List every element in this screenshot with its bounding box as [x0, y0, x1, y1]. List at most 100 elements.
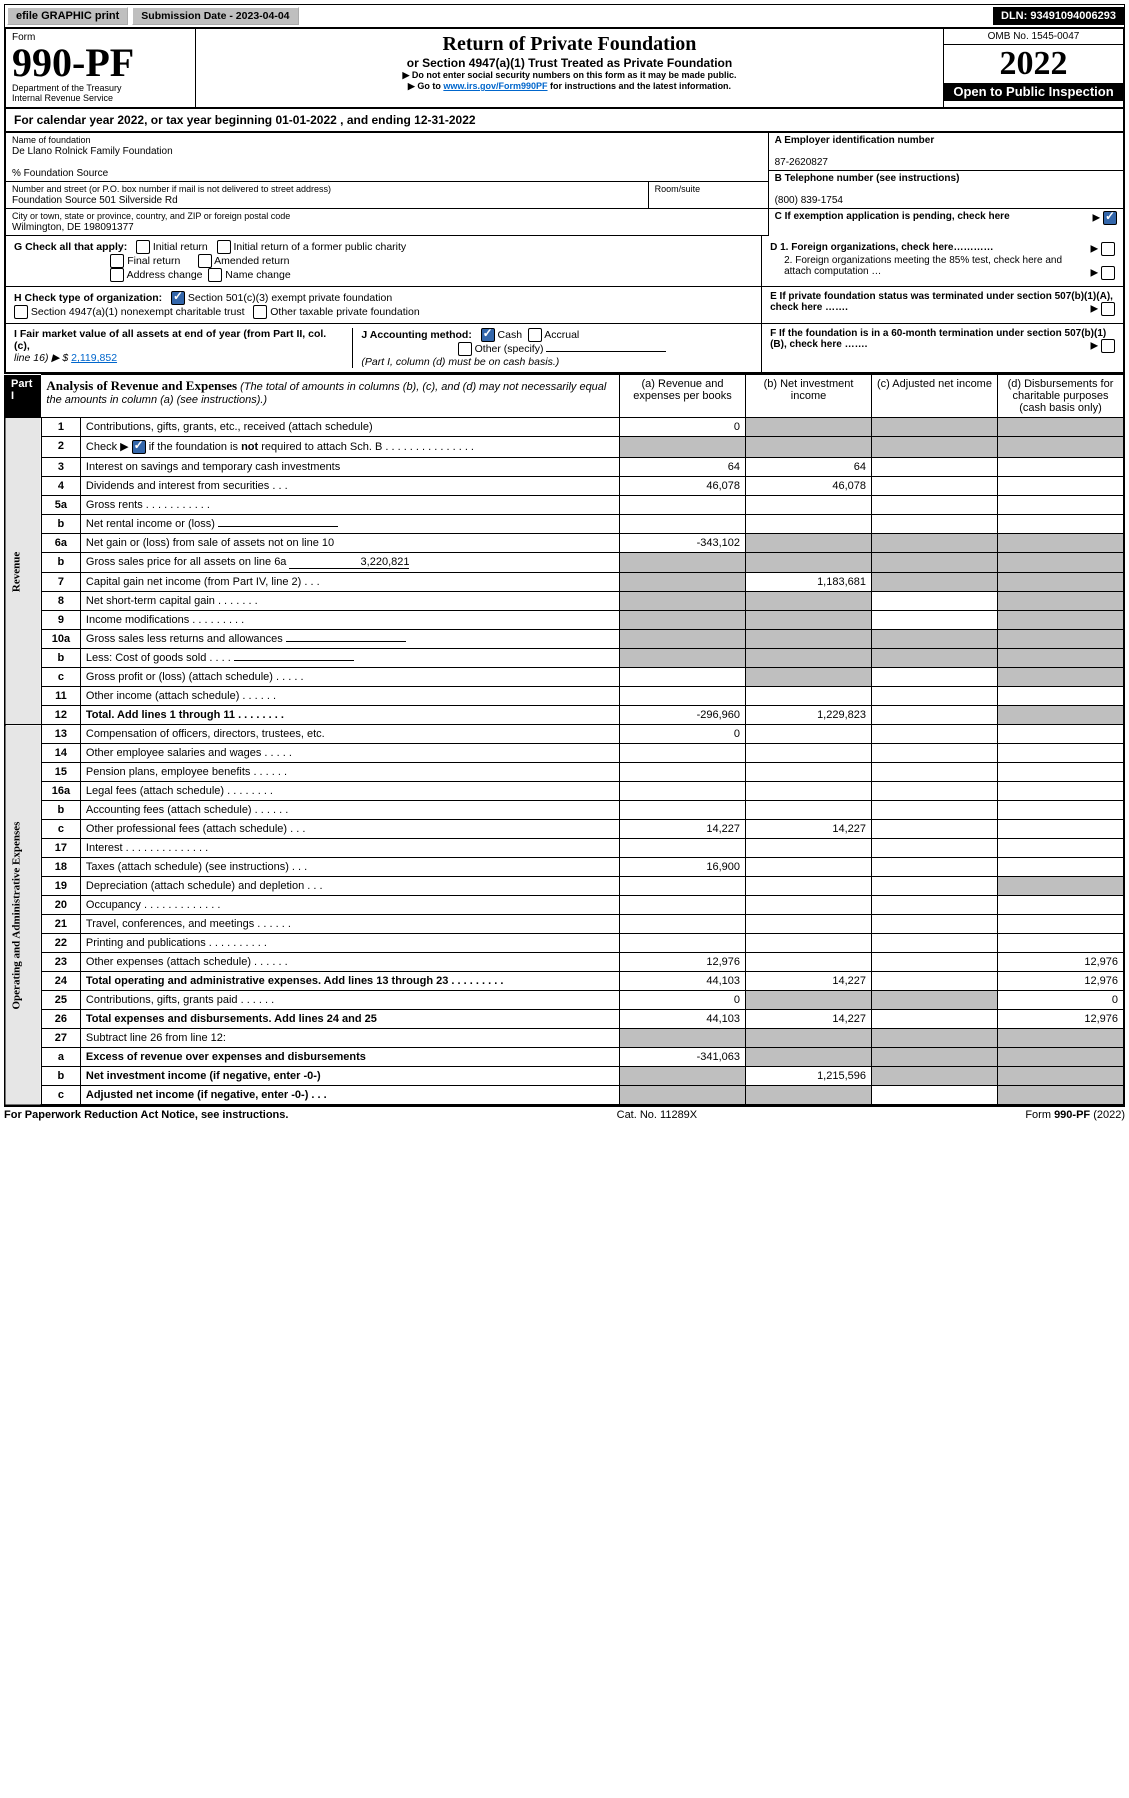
efile-print-button[interactable]: efile GRAPHIC print — [7, 7, 128, 25]
table-row: cAdjusted net income (if negative, enter… — [5, 1086, 1124, 1106]
g-initial[interactable] — [136, 240, 150, 254]
line-no: 11 — [41, 687, 80, 706]
revenue-side-label: Revenue — [5, 418, 41, 725]
j-accrual-label: Accrual — [544, 329, 579, 341]
col-d — [998, 877, 1125, 896]
col-b: 14,227 — [746, 972, 872, 991]
i-label: I Fair market value of all assets at end… — [14, 328, 326, 352]
col-b — [746, 534, 872, 553]
j-cash-label: Cash — [498, 329, 523, 341]
col-d — [998, 801, 1125, 820]
line-no: 15 — [41, 763, 80, 782]
form-header: Form 990-PF Department of the Treasury I… — [4, 28, 1125, 109]
col-a — [620, 839, 746, 858]
h-other-taxable[interactable] — [253, 305, 267, 319]
col-d — [998, 592, 1125, 611]
line-desc: Contributions, gifts, grants paid . . . … — [80, 991, 619, 1010]
table-row: 22Printing and publications . . . . . . … — [5, 934, 1124, 953]
table-row: Operating and Administrative Expenses13C… — [5, 725, 1124, 744]
g-address[interactable] — [110, 268, 124, 282]
dln: DLN: 93491094006293 — [993, 7, 1124, 25]
col-c — [872, 896, 998, 915]
j-accrual[interactable] — [528, 328, 542, 342]
col-c — [872, 611, 998, 630]
col-a — [620, 1086, 746, 1106]
part1-badge: Part I — [5, 375, 41, 418]
care-of: % Foundation Source — [12, 168, 108, 179]
d2-checkbox[interactable] — [1101, 266, 1115, 280]
col-c — [872, 573, 998, 592]
room-label: Room/suite — [655, 184, 701, 194]
col-d — [998, 820, 1125, 839]
col-c — [872, 534, 998, 553]
g-opt-5: Name change — [225, 269, 290, 281]
irs-label: Internal Revenue Service — [12, 93, 189, 103]
col-a: 0 — [620, 418, 746, 437]
col-a: 46,078 — [620, 477, 746, 496]
col-c — [872, 1067, 998, 1086]
page-footer: For Paperwork Reduction Act Notice, see … — [4, 1106, 1125, 1121]
g-name[interactable] — [208, 268, 222, 282]
line-no: 5a — [41, 496, 80, 515]
col-d: 0 — [998, 991, 1125, 1010]
col-c — [872, 649, 998, 668]
col-c — [872, 418, 998, 437]
line-desc: Check ▶ if the foundation is not require… — [80, 437, 619, 458]
line-no: 22 — [41, 934, 80, 953]
col-b — [746, 763, 872, 782]
line-desc: Depreciation (attach schedule) and deple… — [80, 877, 619, 896]
g-opt-3: Amended return — [214, 255, 289, 267]
j-cash[interactable] — [481, 328, 495, 342]
col-d: 12,976 — [998, 953, 1125, 972]
tax-year: 2022 — [944, 45, 1123, 83]
d1-checkbox[interactable] — [1101, 242, 1115, 256]
col-d — [998, 649, 1125, 668]
j-other[interactable] — [458, 342, 472, 356]
submission-date: Submission Date - 2023-04-04 — [132, 7, 298, 25]
col-b — [746, 896, 872, 915]
col-b: 14,227 — [746, 820, 872, 839]
line-desc: Total operating and administrative expen… — [80, 972, 619, 991]
col-d — [998, 668, 1125, 687]
col-d — [998, 630, 1125, 649]
line-desc: Less: Cost of goods sold . . . . — [80, 649, 619, 668]
fmv-link[interactable]: 2,119,852 — [71, 352, 117, 364]
note-goto-pre: ▶ Go to — [408, 81, 443, 91]
j-other-label: Other (specify) — [475, 343, 544, 355]
col-c — [872, 801, 998, 820]
col-c — [872, 820, 998, 839]
g-amended[interactable] — [198, 254, 212, 268]
line-no: 4 — [41, 477, 80, 496]
line-desc: Interest . . . . . . . . . . . . . . — [80, 839, 619, 858]
c-checkbox[interactable] — [1103, 211, 1117, 225]
col-d — [998, 763, 1125, 782]
col-c — [872, 1086, 998, 1106]
street-address: Foundation Source 501 Silverside Rd — [12, 195, 178, 206]
table-row: 27Subtract line 26 from line 12: — [5, 1029, 1124, 1048]
g-opt-4: Address change — [127, 269, 203, 281]
foundation-info: Name of foundation De Llano Rolnick Fami… — [4, 133, 1125, 236]
check-g-row: G Check all that apply: Initial return I… — [4, 236, 1125, 287]
col-b: 46,078 — [746, 477, 872, 496]
f-label: F If the foundation is in a 60-month ter… — [770, 328, 1106, 350]
col-b — [746, 668, 872, 687]
h-501c3[interactable] — [171, 291, 185, 305]
table-row: 15Pension plans, employee benefits . . .… — [5, 763, 1124, 782]
line-no: 6a — [41, 534, 80, 553]
line-desc: Taxes (attach schedule) (see instruction… — [80, 858, 619, 877]
form990pf-link[interactable]: www.irs.gov/Form990PF — [443, 81, 547, 91]
line-desc: Contributions, gifts, grants, etc., rece… — [80, 418, 619, 437]
line-desc: Interest on savings and temporary cash i… — [80, 458, 619, 477]
schb-checkbox[interactable] — [132, 440, 146, 454]
e-checkbox[interactable] — [1101, 302, 1115, 316]
h-4947[interactable] — [14, 305, 28, 319]
foundation-name: De Llano Rolnick Family Foundation — [12, 146, 173, 157]
table-row: Revenue1Contributions, gifts, grants, et… — [5, 418, 1124, 437]
g-initial-former[interactable] — [217, 240, 231, 254]
col-c — [872, 687, 998, 706]
line-desc: Gross profit or (loss) (attach schedule)… — [80, 668, 619, 687]
col-d — [998, 573, 1125, 592]
f-checkbox[interactable] — [1101, 339, 1115, 353]
g-final[interactable] — [110, 254, 124, 268]
table-row: 7Capital gain net income (from Part IV, … — [5, 573, 1124, 592]
